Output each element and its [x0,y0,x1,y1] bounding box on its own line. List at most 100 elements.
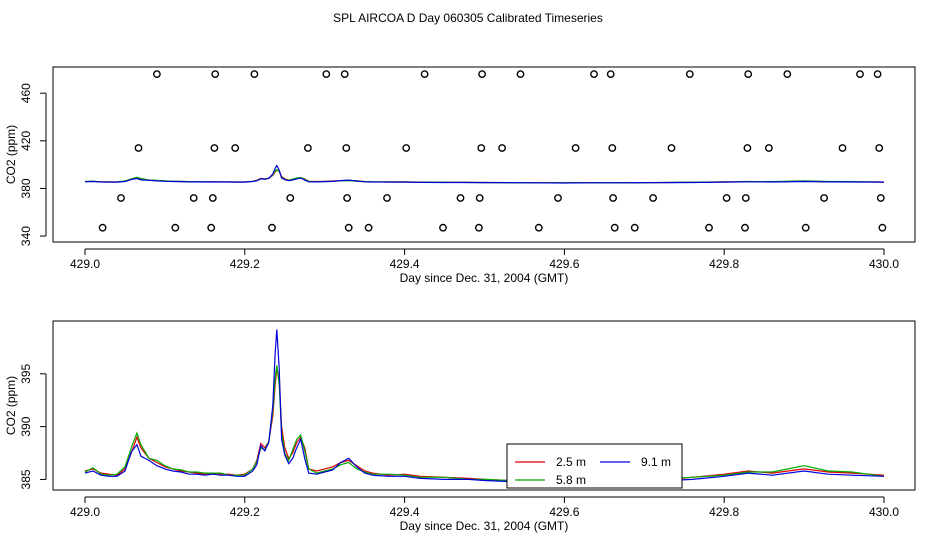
series-line-blue [84,164,885,184]
calibration-point [340,70,349,79]
calibration-point [873,70,882,79]
calibration-point [475,194,484,202]
plot-frame [52,320,916,491]
x-tick-label: 429.6 [549,257,579,271]
calibration-point [744,70,753,79]
top-panel: 429.0 429.2 429.4 429.6 429.8 430.0 Day since … [4,66,916,285]
calibration-point [875,144,884,152]
calibration-point [189,194,198,202]
calibration-point [765,144,773,152]
calibration-point [609,194,617,202]
x-tick-label: 429.0 [70,505,100,519]
x-tick-label: 429.6 [549,505,579,519]
bottom-panel: 429.0 429.2 429.4 429.6 429.8 430.0 Day since … [4,320,916,533]
x-tick-label: 429.8 [709,505,739,519]
x-tick-label: 429.0 [70,257,100,271]
calibration-point [152,70,161,79]
y-axis: 340 380 420 460 CO2 (ppm) [4,83,47,246]
legend-label: 2.5 m [556,455,586,469]
calibration-point [98,223,107,232]
x-tick-label: 429.2 [230,257,260,271]
y-tick-label: 460 [19,83,33,103]
plot-area [84,329,885,485]
y-tick-label: 395 [19,363,33,383]
calibration-point [231,144,240,152]
legend-label: 5.8 m [556,473,586,487]
calibration-point [268,223,276,232]
y-tick-label: 380 [19,178,33,198]
calibration-point [649,194,657,202]
calibration-point [207,223,216,232]
calibration-point [590,70,598,79]
calibration-point [856,70,864,79]
calibration-point [606,70,615,79]
calibration-point [610,223,619,232]
x-tick-label: 430.0 [869,505,899,519]
calibration-point [667,144,676,152]
calibration-point [342,144,351,152]
calibration-point [498,144,506,152]
calibration-point [722,194,731,202]
series-line-green [84,365,885,484]
calibration-point [478,70,486,79]
plot-area [84,70,887,232]
calibration-point [534,223,543,232]
series-line-blue [84,329,885,485]
x-axis: 429.0 429.2 429.4 429.6 429.8 430.0 Day since … [70,496,899,533]
calibration-point [364,223,373,232]
series-line-red [84,368,885,484]
legend-label: 9.1 m [641,455,671,469]
series-line-red [84,169,885,184]
calibration-point [630,223,639,232]
calibration-point [439,223,447,232]
calibration-point [383,194,391,202]
calibration-point [608,144,617,152]
calibration-point [420,70,429,79]
calibration-point [208,194,217,202]
y-axis-label: CO2 (ppm) [4,125,18,184]
x-axis-label: Day since Dec. 31, 2004 (GMT) [400,519,569,533]
calibration-point [322,70,331,79]
calibration-point [743,144,752,152]
calibration-point [171,223,180,232]
plot-frame [52,66,916,243]
calibration-point [402,144,411,152]
y-axis-label: CO2 (ppm) [4,376,18,435]
x-tick-label: 429.8 [709,257,739,271]
calibration-point [705,223,713,232]
x-tick-label: 429.4 [390,257,420,271]
calibration-point [286,194,295,202]
calibration-point [477,144,486,152]
calibration-point [474,223,483,232]
calibration-point [876,194,885,202]
x-tick-label: 430.0 [869,257,899,271]
calibration-point [820,194,828,202]
x-axis: 429.0 429.2 429.4 429.6 429.8 430.0 Day since … [70,248,899,285]
chart-title: SPL AIRCOA D Day 060305 Calibrated Times… [333,11,603,25]
legend: 2.5 m 9.1 m 5.8 m [506,443,683,489]
calibration-point [516,70,525,79]
calibration-point [741,223,749,232]
y-tick-label: 420 [19,130,33,150]
calibration-point [801,223,810,232]
series-line-green [84,168,885,184]
calibration-point [134,144,143,152]
calibration-point [783,70,792,79]
x-axis-label: Day since Dec. 31, 2004 (GMT) [400,271,569,285]
calibration-point [554,194,562,202]
calibration-point [303,144,312,152]
y-tick-label: 340 [19,226,33,246]
calibration-point [250,70,259,79]
x-tick-label: 429.2 [230,505,260,519]
legend-box [506,443,683,489]
calibration-point [838,144,847,152]
calibration-point [456,194,465,202]
calibration-point [117,194,125,202]
calibration-point [571,144,580,152]
calibration-point [741,194,750,202]
calibration-point [878,223,887,232]
y-tick-label: 390 [19,416,33,436]
